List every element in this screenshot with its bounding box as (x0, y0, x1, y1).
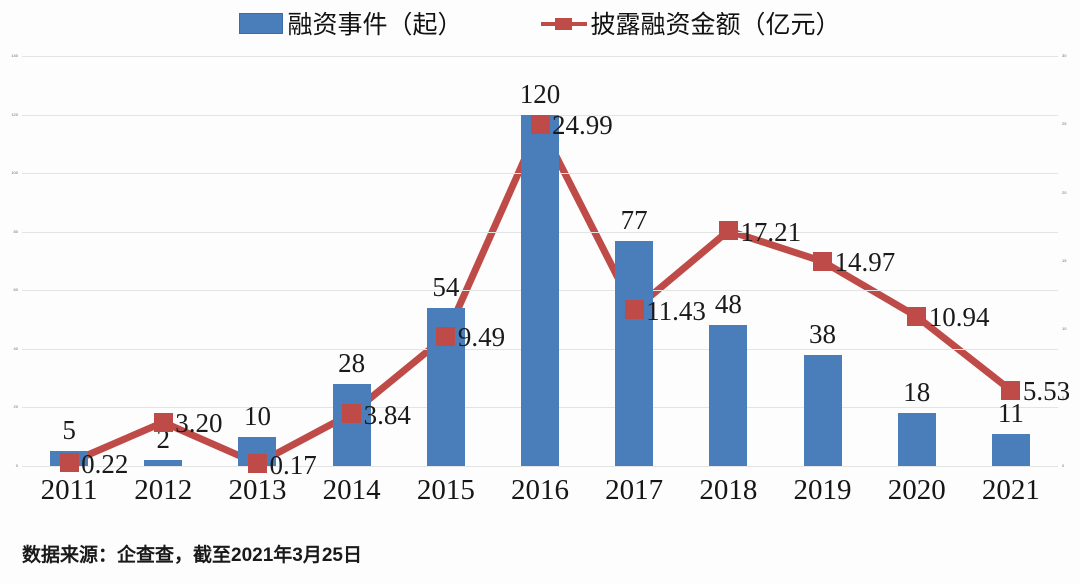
y-axis-left-tick: 140 (11, 53, 18, 58)
y-axis-left-tick: 100 (11, 170, 18, 176)
y-axis-right-tick: 30 (1062, 53, 1067, 58)
bar-2016[interactable] (521, 114, 559, 466)
y-axis-left-tick: 20 (13, 404, 18, 410)
line-value-label-2011: 0.22 (81, 448, 129, 479)
line-value-label-2015: 9.49 (457, 322, 506, 353)
y-axis-right-tick: 5 (1062, 394, 1065, 400)
data-source-footnote: 数据来源：企查查，截至2021年3月25日 (22, 545, 362, 566)
line-value-label-2019: 14.97 (834, 247, 896, 278)
chart-legend: 融资事件（起） 披露融资金额（亿元） (0, 4, 1080, 42)
line-point-2011[interactable] (59, 453, 79, 473)
y-axis-left-tick: 80 (13, 228, 18, 234)
x-axis-label-2012: 2012 (134, 474, 193, 506)
bar-2018[interactable] (709, 325, 748, 466)
x-axis-label-2018: 2018 (699, 474, 758, 506)
y-axis-right-tick: 25 (1062, 121, 1067, 127)
line-point-2015[interactable] (436, 326, 456, 346)
line-value-label-2017: 11.43 (646, 295, 706, 326)
line-value-label-2021: 5.53 (1022, 376, 1071, 407)
x-axis-label-2019: 2019 (793, 474, 852, 506)
x-axis-label-2015: 2015 (416, 474, 475, 506)
red-line-marker-icon (540, 14, 587, 33)
line-value-label-2016: 24.99 (552, 110, 613, 141)
bar-2012[interactable] (144, 460, 183, 466)
x-axis-label-2021: 2021 (981, 474, 1040, 506)
line-point-2012[interactable] (153, 412, 173, 432)
x-axis-label-2017: 2017 (605, 474, 664, 506)
legend-item-bar-series[interactable]: 融资事件（起） (239, 5, 463, 41)
x-axis-label-2011: 2011 (40, 474, 98, 506)
bar-value-label-2019: 38 (809, 318, 837, 349)
line-point-2014[interactable] (342, 404, 362, 424)
bar-2017[interactable] (615, 240, 654, 466)
y-axis-right-tick: 0 (1062, 463, 1065, 468)
line-value-label-2020: 10.94 (928, 302, 990, 333)
y-axis-left-tick: 40 (13, 345, 18, 351)
bar-value-label-2015: 54 (432, 271, 460, 302)
x-axis-label-2016: 2016 (511, 474, 569, 506)
legend-label-line-series: 披露融资金额（亿元） (590, 11, 841, 39)
x-axis-label-2013: 2013 (228, 474, 287, 506)
bar-value-label-2021: 11 (997, 397, 1024, 428)
line-point-2018[interactable] (718, 221, 738, 241)
bar-2020[interactable] (897, 413, 936, 466)
legend-label-bar-series: 融资事件（起） (287, 11, 463, 39)
line-value-label-2013: 0.17 (269, 449, 317, 480)
y-axis-left-tick: 0 (15, 463, 18, 468)
line-value-label-2014: 3.84 (363, 399, 411, 430)
line-point-2020[interactable] (907, 306, 927, 326)
bar-value-label-2014: 28 (338, 348, 366, 378)
line-point-2016[interactable] (530, 114, 550, 134)
bar-value-label-2013: 10 (243, 400, 271, 431)
x-axis: 2011 2012 2013 2014 2015 2016 2017 2018 2019 2020… (22, 468, 1058, 512)
bar-value-label-2016: 120 (519, 78, 561, 109)
blue-square-icon (239, 12, 284, 34)
line-point-2019[interactable] (813, 251, 833, 271)
line-point-2013[interactable] (247, 454, 267, 474)
gridline (22, 466, 1058, 467)
bar-2021[interactable] (991, 433, 1030, 466)
y-axis-right-tick: 20 (1062, 189, 1067, 195)
bar-value-label-2020: 18 (903, 377, 931, 408)
bar-value-label-2018: 48 (714, 289, 742, 320)
bar-value-label-2011: 5 (62, 415, 76, 446)
x-axis-label-2020: 2020 (887, 474, 946, 506)
gridline (22, 56, 1058, 57)
bar-2019[interactable] (803, 354, 842, 466)
y-axis-right-tick: 10 (1062, 326, 1067, 332)
y-axis-left-tick: 120 (11, 111, 18, 117)
bar-value-label-2017: 77 (620, 204, 648, 235)
line-value-label-2018: 17.21 (740, 216, 802, 247)
legend-item-line-series[interactable]: 披露融资金额（亿元） (540, 5, 841, 41)
line-point-2021[interactable] (1001, 380, 1021, 400)
y-axis-left-tick: 60 (13, 287, 18, 293)
bar-2014[interactable] (332, 384, 371, 466)
plot-area: 140 120 100 80 60 40 20 0 30 25 20 15 10 5 0 5 2 10 28 54 12… (11, 54, 1070, 480)
x-axis-label-2014: 2014 (322, 474, 381, 506)
line-value-label-2012: 3.20 (175, 408, 223, 439)
y-axis-right-tick: 15 (1062, 258, 1067, 263)
line-point-2017[interactable] (624, 300, 644, 320)
